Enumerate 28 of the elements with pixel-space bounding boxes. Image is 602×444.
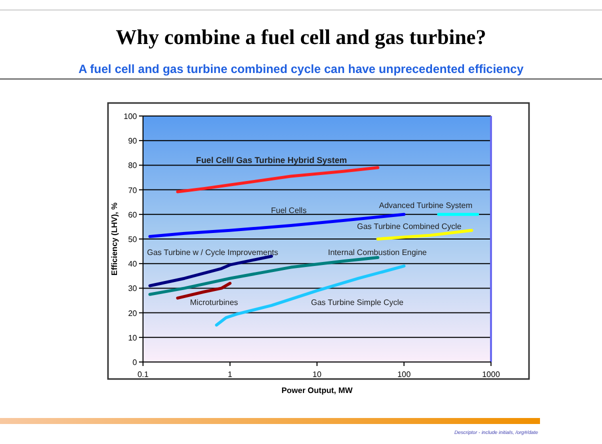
chart-subtitle: A fuel cell and gas turbine combined cycle can have unprecedented efficiency [78, 62, 524, 76]
y-tick-label: 80 [128, 161, 138, 170]
y-tick-label: 0 [132, 358, 138, 367]
series-label: Gas Turbine Simple Cycle [311, 298, 404, 307]
x-tick-label: 1000 [482, 370, 500, 379]
y-tick-label: 20 [128, 308, 138, 318]
y-tick-label: 50 [128, 235, 138, 244]
series-label: Internal Combustion Engine [328, 248, 428, 257]
y-tick-label: 10 [128, 333, 138, 342]
series-label: Microturbines [190, 298, 238, 307]
series-label: Fuel Cell/ Gas Turbine Hybrid System [196, 155, 348, 165]
series-label: Advanced Turbine System [379, 201, 473, 210]
x-axis-title: Power Output, MW [281, 386, 353, 395]
y-tick-label: 100 [124, 112, 138, 121]
x-tick-label: 100 [397, 370, 412, 379]
chart-title: Why combine a fuel cell and gas turbine? [116, 25, 486, 49]
y-tick-label: 70 [128, 186, 138, 195]
y-tick-label: 60 [128, 210, 138, 220]
series-label: Gas Turbine w / Cycle Improvements [147, 248, 278, 257]
x-tick-label: 10 [312, 370, 322, 379]
y-tick-label: 40 [128, 260, 138, 269]
series-label: Gas Turbine Combined Cycle [357, 222, 462, 231]
x-tick-label: 1 [228, 370, 233, 379]
y-axis-title: Efficiency (LHV), % [110, 202, 119, 276]
y-tick-label: 90 [128, 136, 138, 146]
y-tick-label: 30 [128, 284, 138, 294]
series-label: Fuel Cells [271, 206, 307, 215]
x-tick-label: 0.1 [137, 370, 150, 379]
